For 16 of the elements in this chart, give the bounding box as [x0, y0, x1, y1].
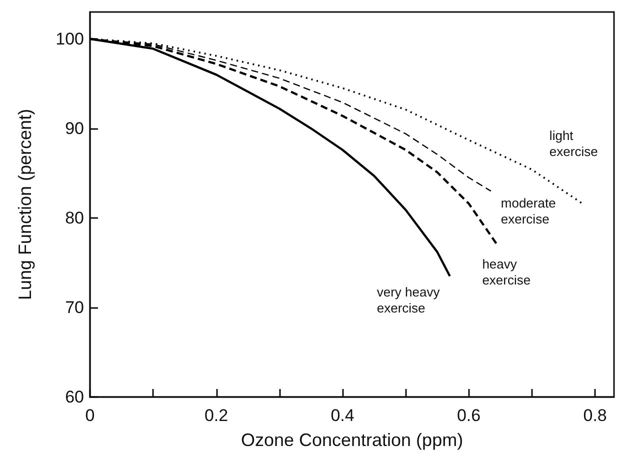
series-label: heavy exercise — [482, 256, 531, 288]
y-tick-label: 80 — [65, 208, 84, 228]
x-tick-label: 0.6 — [456, 406, 481, 425]
y-tick-label: 100 — [56, 29, 84, 48]
x-tick-label: 0.8 — [583, 406, 607, 425]
y-tick-label: 70 — [65, 298, 84, 317]
x-tick-label: 0.2 — [204, 406, 228, 425]
series-label: moderate exercise — [500, 196, 556, 227]
y-axis-title: Lung Function (percent) — [15, 108, 35, 300]
series-label: light exercise — [549, 128, 598, 160]
y-tick-label: 60 — [65, 388, 84, 406]
y-tick-label: 90 — [65, 118, 84, 138]
x-tick-label: 0.4 — [330, 406, 354, 425]
x-axis-title: Ozone Concentration (ppm) — [240, 430, 464, 450]
series-label: very heavy exercise — [376, 284, 440, 316]
x-tick-label: 0 — [85, 406, 95, 425]
